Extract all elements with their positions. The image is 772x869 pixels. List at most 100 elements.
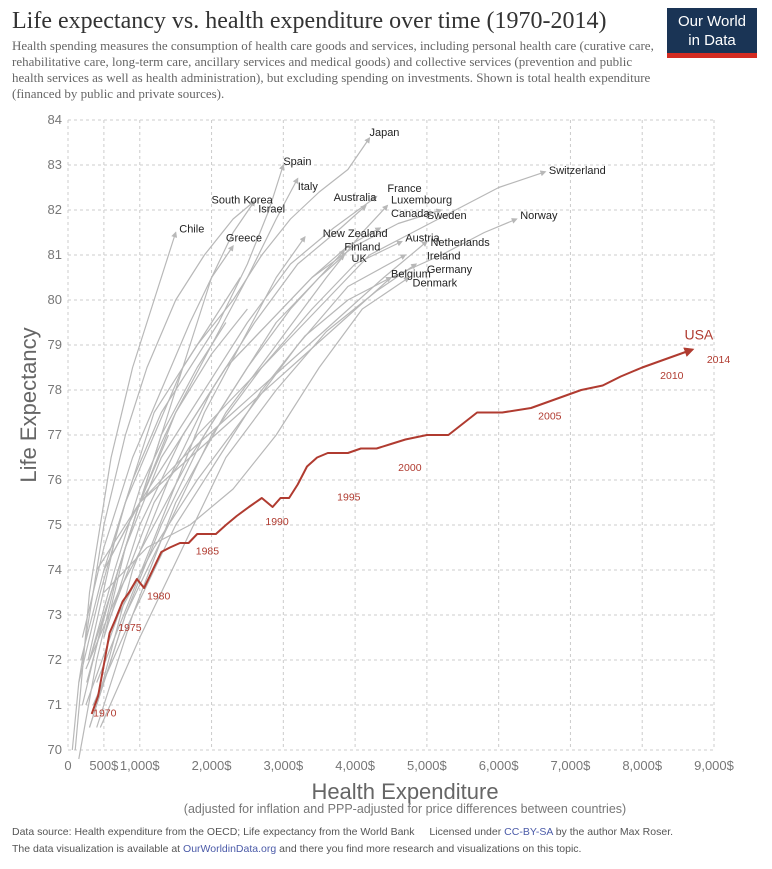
country-label: Spain: [283, 156, 311, 168]
series-line: [85, 254, 346, 670]
usa-year-label: 1980: [147, 590, 171, 602]
y-tick-label: 76: [48, 472, 62, 487]
country-label: New Zealand: [323, 228, 388, 240]
series-line: [88, 308, 248, 661]
y-tick-label: 79: [48, 337, 62, 352]
country-label: Austria: [405, 233, 440, 245]
series-line: [81, 322, 227, 706]
y-tick-label: 81: [48, 247, 62, 262]
country-label: Belgium: [391, 269, 431, 281]
country-label: Sweden: [427, 210, 467, 222]
usa-year-label: 1995: [337, 491, 361, 503]
usa-series-line: [90, 347, 695, 715]
chart-footer: Data source: Health expenditure from the…: [12, 824, 764, 858]
series-line: [88, 195, 378, 661]
y-tick-label: 82: [48, 202, 62, 217]
x-tick-label: 4,000$: [335, 758, 376, 773]
country-label: UK: [352, 253, 368, 265]
country-label: Germany: [427, 264, 473, 276]
series-line: [96, 218, 518, 571]
y-tick-label: 83: [48, 157, 62, 172]
country-label: Norway: [520, 210, 558, 222]
series-line: [103, 276, 410, 593]
country-label: Ireland: [427, 251, 461, 263]
chart-subtitle: Health spending measures the consumption…: [12, 38, 654, 101]
x-axis-subtitle: (adjusted for inflation and PPP-adjusted…: [184, 802, 626, 816]
usa-year-label: 2014: [707, 354, 731, 366]
series-line: [103, 208, 443, 571]
country-label: Greece: [226, 233, 262, 245]
x-tick-label: 0: [64, 758, 71, 773]
x-tick-label: 2,000$: [192, 758, 233, 773]
series-line: [96, 204, 389, 728]
series-line: [81, 245, 234, 638]
x-tick-label: 9,000$: [694, 758, 735, 773]
country-label: Finland: [344, 242, 380, 254]
y-tick-label: 71: [48, 697, 62, 712]
country-label: Italy: [298, 181, 319, 193]
country-label: Denmark: [413, 278, 458, 290]
logo-accent-bar: [667, 53, 757, 58]
y-tick-label: 84: [48, 112, 62, 127]
site-link[interactable]: OurWorldinData.org: [183, 843, 277, 855]
y-tick-label: 80: [48, 292, 62, 307]
series-line: [80, 163, 285, 661]
logo-line-1: Our World: [677, 13, 747, 30]
series-line: [99, 263, 418, 728]
x-tick-label: 6,000$: [479, 758, 520, 773]
usa-year-label: 2010: [660, 370, 684, 382]
usa-series-label: USA: [684, 327, 713, 343]
x-tick-label: 3,000$: [263, 758, 304, 773]
y-tick-label: 75: [48, 517, 62, 532]
chart-area: 70 71 72 73 74 75 76 77 78 79 80 81 82 83 84 0 500$ 1,000…: [16, 112, 735, 816]
series-line: [103, 227, 382, 638]
series-line: [78, 277, 241, 683]
country-label: Switzerland: [549, 165, 606, 177]
x-tick-label: 7,000$: [551, 758, 592, 773]
usa-year-label: 1970: [93, 707, 117, 719]
series-layer: [71, 137, 547, 760]
y-tick-label: 73: [48, 607, 62, 622]
footer-source: Data source: Health expenditure from the…: [12, 826, 415, 838]
footer-license-suffix: by the author Max Roser.: [555, 826, 674, 838]
series-line: [88, 240, 403, 728]
y-tick-label: 77: [48, 427, 62, 442]
logo-line-2: in Data: [688, 32, 736, 49]
footer-line2-prefix: The data visualization is available at: [12, 843, 181, 855]
license-link[interactable]: CC-BY-SA: [504, 826, 553, 838]
y-tick-label: 72: [48, 652, 62, 667]
y-axis-title: Life Expectancy: [16, 327, 41, 482]
x-tick-label: 5,000$: [407, 758, 448, 773]
country-label: Luxembourg: [391, 194, 452, 206]
x-tick-label: 1,000$: [120, 758, 161, 773]
footer-line2-suffix: and there you find more research and vis…: [279, 843, 582, 855]
y-tick-label: 78: [48, 382, 62, 397]
footer-line-2: The data visualization is available at O…: [12, 841, 764, 858]
country-label: Japan: [369, 127, 399, 139]
usa-layer: USA 1970 1975 1980 1985 1990 1995 2000 2005 2010 2…: [90, 327, 731, 719]
country-label: France: [387, 183, 421, 195]
chart-title: Life expectancy vs. health expenditure o…: [12, 8, 607, 34]
footer-line-1: Data source: Health expenditure from the…: [12, 824, 764, 841]
axis-layer: 70 71 72 73 74 75 76 77 78 79 80 81 82 83 84 0 500$ 1,000…: [48, 112, 735, 773]
usa-year-label: 1985: [196, 545, 220, 557]
x-tick-label: 500$: [89, 758, 119, 773]
usa-year-label: 2005: [538, 410, 562, 422]
footer-license-prefix: Licensed under: [429, 826, 502, 838]
country-label: Chile: [179, 224, 204, 236]
country-label-layer: Japan Spain Italy Switzerland South KoreaIsr…: [179, 127, 606, 290]
y-tick-label: 74: [48, 562, 62, 577]
series-line: [87, 137, 371, 661]
y-tick-label: 70: [48, 742, 62, 757]
usa-year-label: 2000: [398, 462, 422, 474]
country-label: Canada: [391, 208, 430, 220]
country-label: South Korea: [212, 194, 274, 206]
series-line: [85, 254, 407, 706]
country-label: Israel: [258, 203, 285, 215]
chart-header: Life expectancy vs. health expenditure o…: [12, 6, 654, 102]
owid-logo[interactable]: Our World in Data: [667, 8, 757, 58]
usa-year-label: 1975: [118, 622, 142, 634]
x-tick-label: 8,000$: [622, 758, 663, 773]
series-line: [92, 276, 393, 706]
x-axis-title: Health Expenditure: [311, 779, 498, 804]
